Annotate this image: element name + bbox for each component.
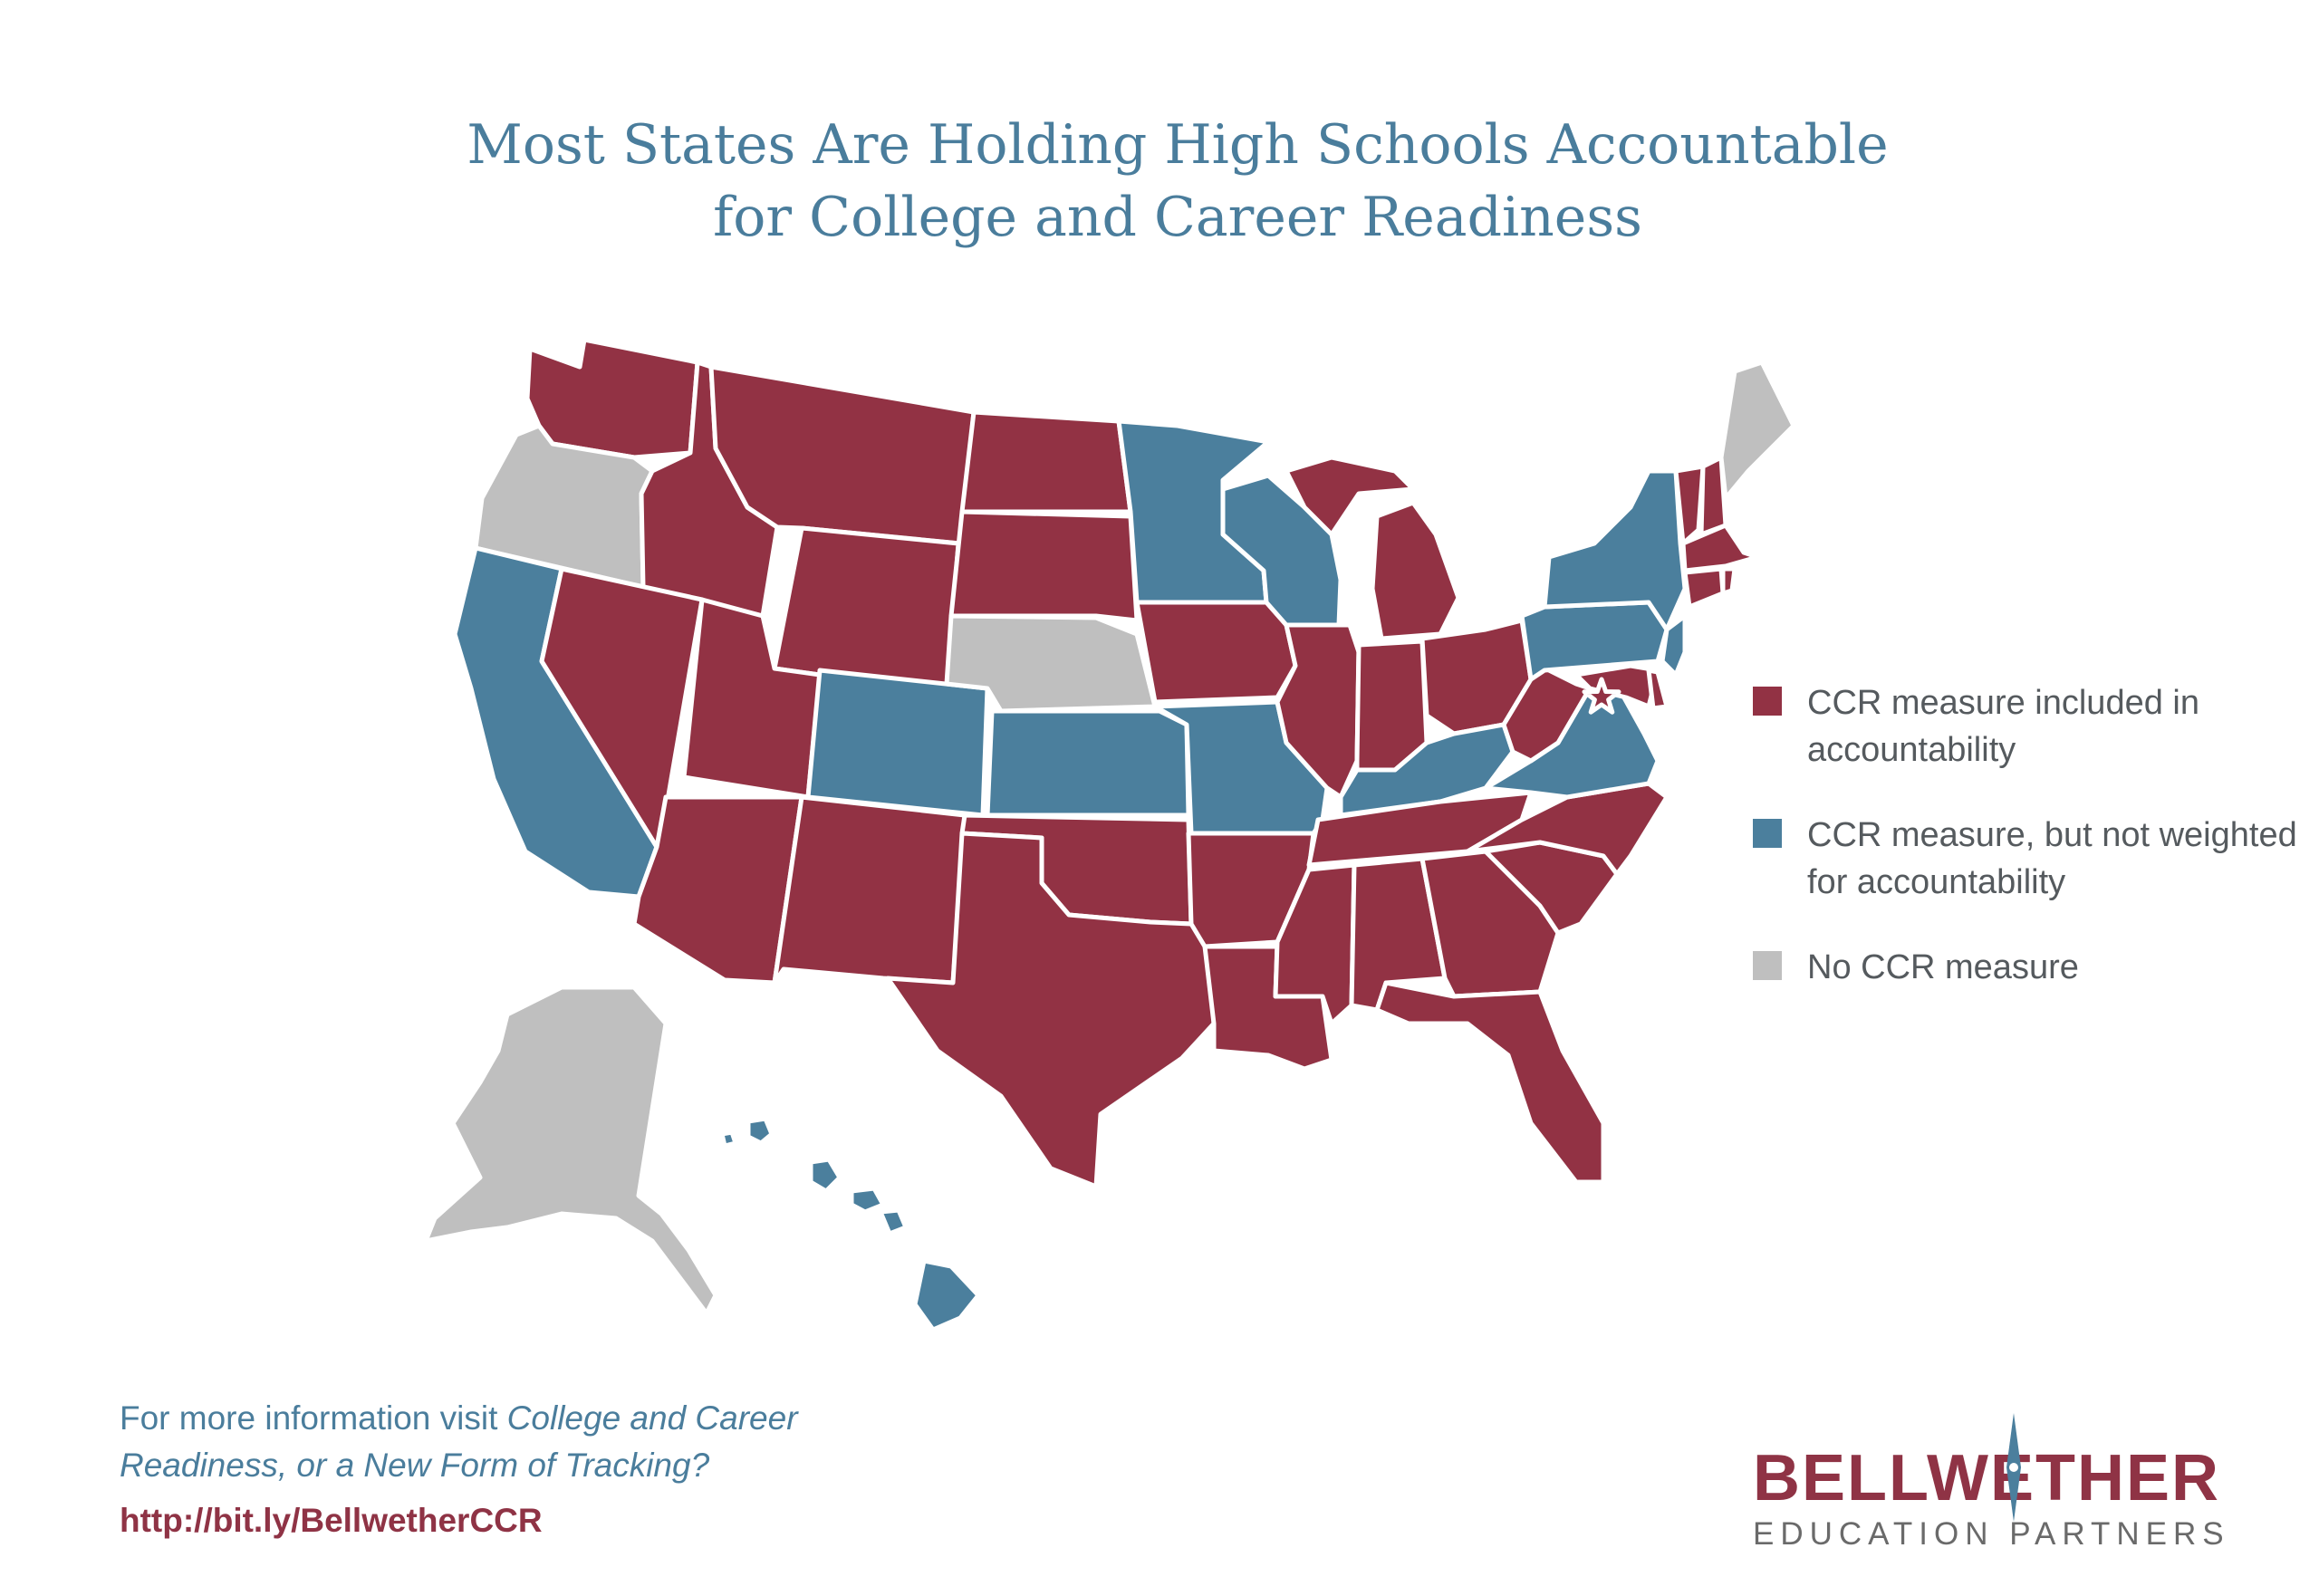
state-mi	[1284, 455, 1461, 641]
more-info-prefix: For more information visit	[120, 1399, 507, 1437]
state-sd	[948, 509, 1140, 623]
legend-item-none: No CCR measure	[1753, 944, 2314, 991]
state-ny	[1542, 468, 1688, 632]
more-info-text: For more information visit College and C…	[120, 1395, 935, 1489]
state-ct	[1682, 566, 1726, 610]
compass-needle-icon	[2006, 1413, 2021, 1522]
state-nc	[1465, 781, 1669, 877]
state-hi-island-1	[719, 1130, 738, 1149]
report-title-link[interactable]: College and Career Readiness, or a New F…	[120, 1399, 798, 1484]
state-wa	[524, 337, 700, 460]
state-wy	[772, 525, 961, 696]
state-nm	[772, 794, 967, 985]
state-vt	[1673, 464, 1706, 546]
legend-swatch-not-weighted	[1753, 819, 1782, 848]
legend-item-included: CCR measure included in accountability	[1753, 679, 2314, 774]
state-nd	[959, 409, 1133, 514]
title-line-2: for College and Career Readiness	[713, 186, 1642, 249]
legend-item-not-weighted: CCR measure, but not weighted for accoun…	[1753, 812, 2314, 906]
logo-tagline: EDUCATION PARTNERS	[1753, 1516, 2230, 1552]
state-ri	[1720, 566, 1737, 596]
legend-label-included: CCR measure included in accountability	[1807, 684, 2199, 769]
state-hi-island-4	[849, 1186, 886, 1215]
state-hi-island-2	[746, 1116, 775, 1146]
legend-label-none: No CCR measure	[1807, 948, 2079, 986]
state-hi-island-5	[878, 1207, 909, 1236]
state-il	[1275, 622, 1362, 800]
state-hi-island-3	[808, 1157, 842, 1194]
state-ia	[1134, 600, 1298, 705]
state-ms	[1273, 862, 1357, 1026]
state-hi-island-6	[912, 1258, 981, 1332]
report-url-link[interactable]: http://bit.ly/BellwetherCCR	[120, 1502, 543, 1539]
state-de	[1646, 668, 1669, 711]
state-tx	[885, 831, 1217, 1189]
legend-swatch-included	[1753, 687, 1782, 716]
legend-swatch-none	[1753, 951, 1782, 980]
map-title: Most States Are Holding High Schools Acc…	[0, 109, 2319, 254]
logo-wordmark: BELLWETHER	[1753, 1442, 2220, 1514]
state-dc-star	[1582, 677, 1621, 715]
state-ak	[423, 985, 718, 1316]
state-nj	[1660, 613, 1688, 678]
legend-label-not-weighted: CCR measure, but not weighted for accoun…	[1807, 816, 2297, 901]
title-line-1: Most States Are Holding High Schools Acc…	[467, 113, 1889, 177]
map-legend: CCR measure included in accountability C…	[1753, 679, 2314, 1029]
state-md	[1573, 663, 1660, 709]
state-ks	[985, 708, 1191, 818]
state-co	[805, 668, 990, 818]
state-me	[1718, 360, 1796, 501]
state-fl	[1374, 980, 1606, 1185]
bellwether-logo: BELLWETHER EDUCATION PARTNERS	[1753, 1413, 2251, 1554]
